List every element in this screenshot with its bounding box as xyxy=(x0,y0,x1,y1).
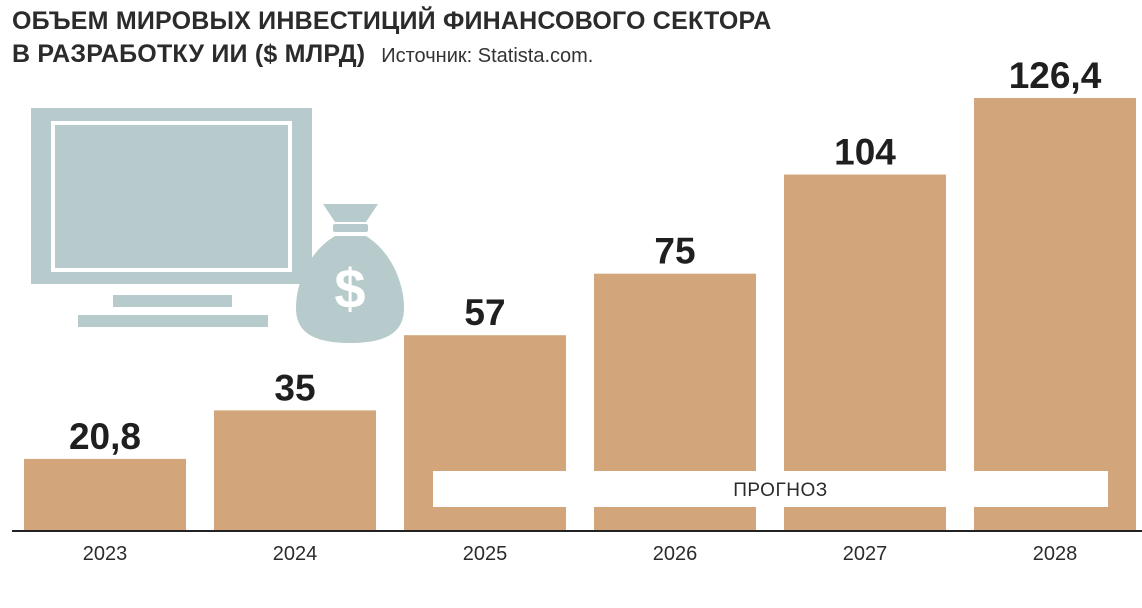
x-tick-2024: 2024 xyxy=(273,543,318,565)
forecast-label: ПРОГНОЗ xyxy=(733,480,827,501)
bar-2028 xyxy=(974,98,1136,530)
x-tick-2026: 2026 xyxy=(653,543,698,565)
title-line-2-text: В РАЗРАБОТКУ ИИ ($ МЛРД) xyxy=(12,40,366,68)
value-label-2026: 75 xyxy=(654,231,695,272)
value-label-2024: 35 xyxy=(274,367,315,408)
forecast-marker: ПРОГНОЗ xyxy=(433,471,1108,507)
bar-2027 xyxy=(784,174,946,531)
bars-group xyxy=(24,98,1136,531)
source-note: Источник: Statista.com. xyxy=(381,45,594,67)
x-tick-2027: 2027 xyxy=(843,543,888,565)
x-tick-labels-group: 2023 2024 2025 2026 2027 2028 xyxy=(83,543,1078,565)
x-tick-2023: 2023 xyxy=(83,543,128,565)
computer-monitor-icon xyxy=(31,108,312,327)
bar-2023 xyxy=(24,458,186,530)
value-label-2023: 20,8 xyxy=(69,416,141,457)
value-label-2028: 126,4 xyxy=(1009,55,1102,96)
value-label-2027: 104 xyxy=(834,132,896,173)
forecast-band xyxy=(433,471,1108,507)
x-tick-2025: 2025 xyxy=(463,543,508,565)
value-label-2025: 57 xyxy=(464,292,505,333)
chart-title: ОБЪЕМ МИРОВЫХ ИНВЕСТИЦИЙ ФИНАНСОВОГО СЕК… xyxy=(12,5,771,73)
money-bag-dollar-icon: $ xyxy=(296,204,404,343)
x-tick-2028: 2028 xyxy=(1033,543,1078,565)
svg-text:$: $ xyxy=(334,257,365,320)
bar-2024 xyxy=(214,410,376,530)
value-labels-group: 20,8 35 57 75 104 126,4 xyxy=(69,55,1102,457)
title-line-1: ОБЪЕМ МИРОВЫХ ИНВЕСТИЦИЙ ФИНАНСОВОГО СЕК… xyxy=(12,7,772,35)
title-line-2: В РАЗРАБОТКУ ИИ ($ МЛРД) Источник: Statis… xyxy=(12,38,771,73)
